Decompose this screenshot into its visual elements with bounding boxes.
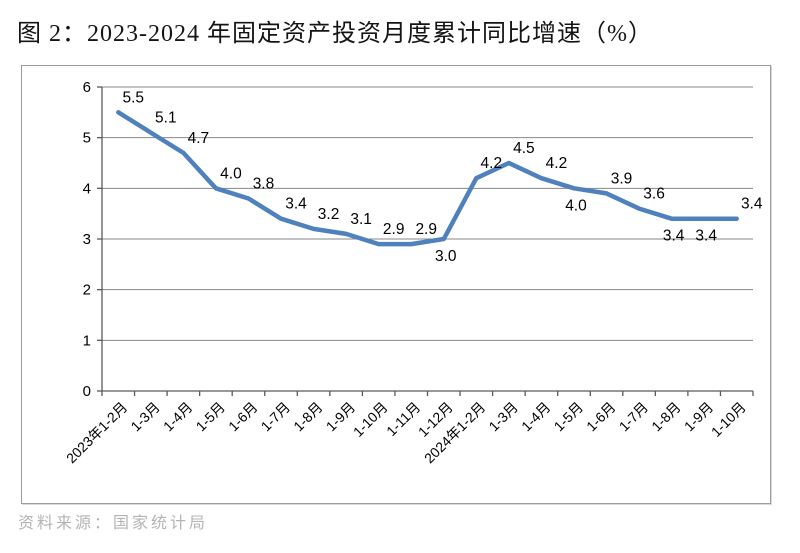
x-axis-category-label: 1-10月 — [350, 399, 391, 440]
x-axis-category-label: 1-7月 — [258, 399, 294, 435]
chart-container: 0 1 2 3 4 5 6 5.5 5.1 4.7 4.0 3.8 3.4 3.2 3.1 2.9 2.9 3.0… — [21, 65, 771, 504]
data-label: 3.9 — [611, 170, 633, 187]
data-label: 4.7 — [188, 130, 210, 147]
x-axis-category-label: 1-11月 — [383, 399, 423, 439]
data-label: 4.0 — [565, 197, 587, 214]
series-line — [116, 110, 739, 247]
y-axis-tick-label: 5 — [83, 130, 91, 147]
line-chart: 0 1 2 3 4 5 6 5.5 5.1 4.7 4.0 3.8 3.4 3.2 3.1 2.9 2.9 3.0… — [63, 79, 763, 466]
data-label: 3.8 — [253, 175, 275, 192]
x-axis-category-label: 1-4月 — [518, 399, 554, 435]
data-label: 4.2 — [481, 155, 503, 172]
x-axis-category-label: 2023年1-2月 — [63, 399, 130, 466]
data-label: 3.4 — [695, 228, 717, 245]
data-label: 4.5 — [513, 140, 535, 157]
data-label: 3.0 — [435, 248, 457, 265]
page-title: 图 2：2023-2024 年固定资产投资月度累计同比增速（%） — [17, 21, 653, 47]
x-axis-category-label: 1-3月 — [127, 399, 163, 435]
x-axis-category-label: 1-5月 — [551, 399, 587, 435]
data-label: 4.0 — [220, 165, 242, 182]
y-axis-tick-label: 6 — [83, 79, 91, 96]
data-label: 3.2 — [318, 206, 340, 223]
data-label: 2.9 — [415, 221, 437, 238]
x-axis-category-label: 1-5月 — [193, 399, 229, 435]
data-label: 3.6 — [643, 186, 665, 203]
y-axis-tick-label: 4 — [83, 180, 91, 197]
y-axis-tick-label: 2 — [83, 282, 91, 299]
data-label: 4.2 — [546, 155, 568, 172]
x-axis-category-label: 1-4月 — [160, 399, 196, 435]
data-label: 5.1 — [155, 110, 177, 127]
y-axis-tick-label: 3 — [83, 231, 91, 248]
data-label: 3.1 — [350, 211, 372, 228]
data-label: 3.4 — [285, 196, 307, 213]
y-axis-tick-label: 0 — [83, 383, 91, 400]
x-axis-category-label: 1-8月 — [648, 399, 684, 435]
x-axis-category-label: 1-6月 — [225, 399, 261, 435]
x-axis-category-label: 1-8月 — [290, 399, 326, 435]
source-note: 资料来源：国家统计局 — [18, 515, 209, 532]
data-label: 5.5 — [122, 89, 144, 106]
data-label: 2.9 — [383, 221, 405, 238]
x-axis-category-label: 1-7月 — [616, 399, 652, 435]
data-label: 3.4 — [663, 228, 685, 245]
x-axis-category-label: 1-3月 — [485, 399, 521, 435]
x-axis-category-label: 1-10月 — [708, 399, 749, 440]
x-axis-category-label: 1-6月 — [583, 399, 619, 435]
y-axis-tick-label: 1 — [83, 332, 91, 349]
data-label: 3.4 — [741, 196, 763, 213]
